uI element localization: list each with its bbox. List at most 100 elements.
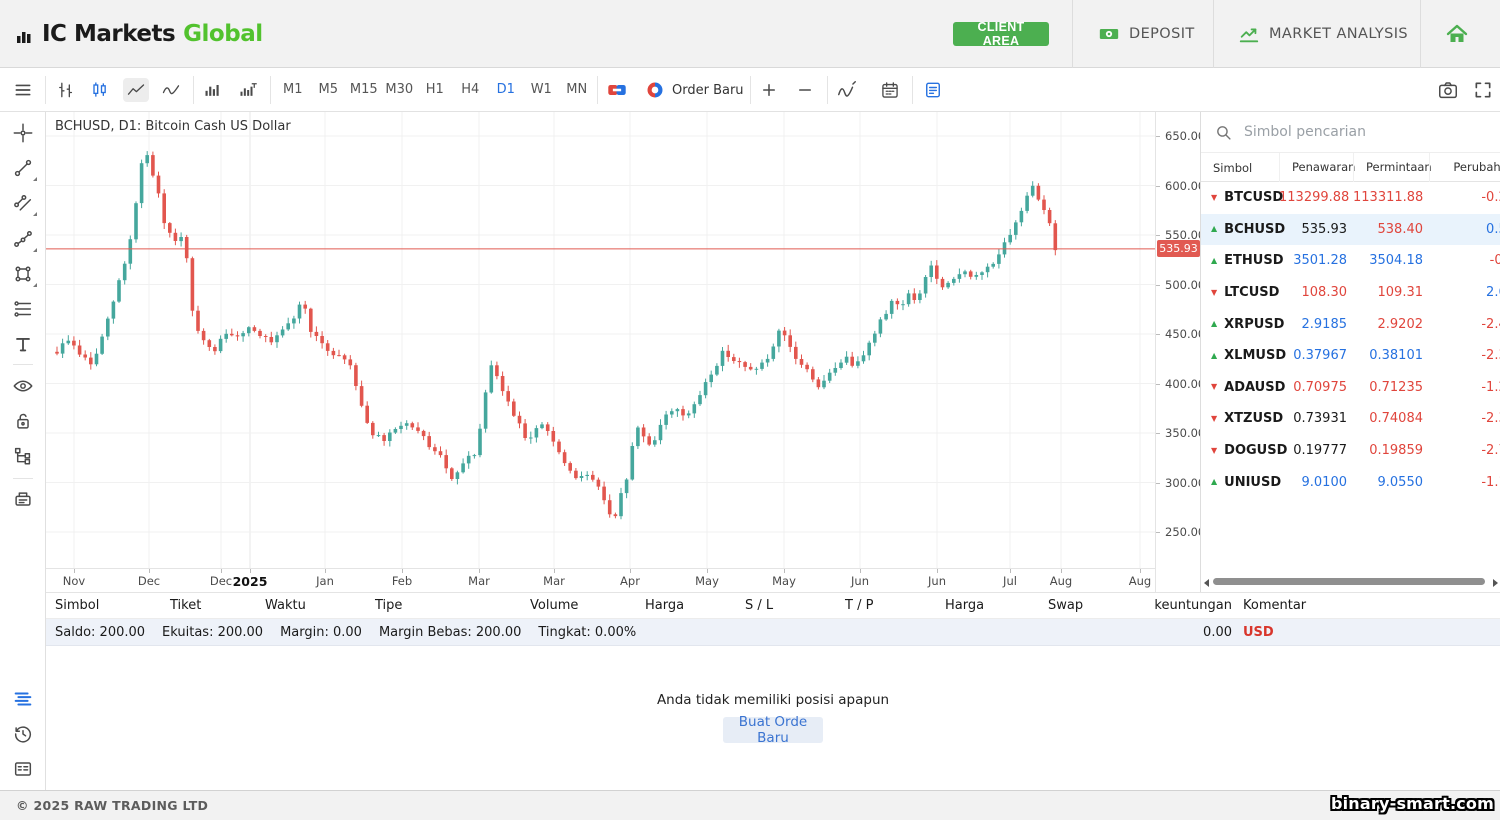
ask-value: 2.9202 (1377, 316, 1424, 332)
zoom-out-button[interactable] (792, 78, 818, 102)
watchlist-row-XLMUSD[interactable]: ▲ XLMUSD 0.37967 0.38101 -2.36 (1201, 340, 1500, 372)
timeframe-M1[interactable]: M1 (283, 82, 303, 97)
account-summary-row: Saldo: 200.00 Ekuitas: 200.00 Margin: 0.00… (46, 619, 1500, 646)
up-triangle-icon: ▲ (1211, 350, 1218, 360)
copyright-text: © 2025 RAW TRADING LTD (16, 798, 209, 813)
chart-y-axis[interactable]: 650.00 600.00 550.00 500.00 450.00 400.00 350.… (1155, 112, 1205, 592)
object-list-tool[interactable] (11, 444, 35, 468)
rail-divider (13, 364, 33, 365)
x-axis-tick (1061, 569, 1062, 573)
x-axis-label: 2025 (232, 574, 268, 589)
journal-tab-button[interactable] (11, 757, 35, 781)
calendar-button[interactable] (877, 78, 903, 102)
timeframe-M15[interactable]: M15 (349, 82, 378, 97)
tick-volume-button[interactable] (235, 78, 261, 102)
trade-tab-button[interactable] (11, 687, 35, 711)
watchlist-col-1[interactable]: Penawaran (1279, 153, 1355, 182)
shapes-tool[interactable] (11, 262, 37, 287)
summary-item-0: Saldo: 200.00 (55, 624, 146, 640)
watchlist-row-DOGUSD[interactable]: ▼ DOGUSD 0.19777 0.19859 -2.77 (1201, 435, 1500, 467)
y-axis-label: 300.00 (1165, 476, 1206, 490)
watchlist-row-XTZUSD[interactable]: ▼ XTZUSD 0.73931 0.74084 -2.33 (1201, 403, 1500, 435)
fullscreen-button[interactable] (1470, 78, 1496, 102)
channel-tool[interactable] (11, 191, 37, 216)
symbol-name: XRPUSD (1224, 316, 1285, 332)
candlestick-chart[interactable] (46, 112, 1155, 568)
search-input[interactable] (1242, 123, 1472, 141)
order-baru-label[interactable]: Order Baru (672, 83, 744, 98)
print-tool[interactable] (11, 488, 35, 512)
chart-type-bars-button[interactable] (53, 78, 79, 102)
watchlist-scrollbar[interactable] (1201, 576, 1500, 588)
volume-button[interactable] (200, 78, 226, 102)
x-axis-label: Mar (468, 574, 490, 588)
deposit-button[interactable]: DEPOSIT (1098, 0, 1195, 68)
x-axis-label: May (695, 574, 719, 588)
watchlist-col-2[interactable]: Permintaan (1353, 153, 1432, 182)
scrollbar-thumb[interactable] (1213, 578, 1485, 585)
scroll-right-arrow[interactable] (1493, 579, 1498, 587)
indicators-button[interactable] (834, 78, 860, 102)
broker-logo[interactable]: IC Markets Global (14, 18, 263, 50)
watchlist-header: Simbol PenawaranPermintaanPerubahan (1201, 153, 1500, 182)
bid-value: 535.93 (1301, 221, 1348, 237)
watchlist-col-3[interactable]: Perubahan (1429, 153, 1500, 182)
x-axis-tick (554, 569, 555, 573)
bid-value: 108.30 (1301, 285, 1348, 301)
chart-type-curve-button[interactable] (158, 78, 184, 102)
fibonacci-tool[interactable] (11, 297, 35, 321)
object-visibility-tool[interactable] (11, 374, 35, 398)
y-axis-tick (1156, 136, 1160, 137)
history-tab-button[interactable] (11, 722, 35, 746)
market-analysis-button[interactable]: MARKET ANALYSIS (1238, 0, 1408, 68)
up-triangle-icon: ▲ (1211, 255, 1218, 265)
home-button[interactable] (1445, 22, 1469, 46)
timeframe-M5[interactable]: M5 (318, 82, 339, 97)
watchlist-col-0[interactable]: Simbol (1213, 160, 1253, 175)
y-axis-label: 350.00 (1165, 426, 1206, 440)
watchlist-row-XRPUSD[interactable]: ▲ XRPUSD 2.9185 2.9202 -2.42 (1201, 308, 1500, 340)
scroll-left-arrow[interactable] (1204, 579, 1209, 587)
zoom-in-button[interactable] (756, 78, 782, 102)
watchlist-row-LTCUSD[interactable]: ▼ LTCUSD 108.30 109.31 2.65 (1201, 277, 1500, 309)
header-separator (1213, 0, 1214, 68)
chart-type-candles-button[interactable] (87, 78, 113, 102)
timeframe-H4[interactable]: H4 (461, 82, 480, 97)
crosshair-tool[interactable] (11, 121, 35, 145)
news-button[interactable] (920, 78, 946, 102)
timeframe-M30[interactable]: M30 (385, 82, 414, 97)
ask-value: 0.19859 (1369, 443, 1423, 459)
trendline-tool[interactable] (11, 156, 37, 181)
watchlist-row-UNIUSD[interactable]: ▲ UNIUSD 9.0100 9.0550 -1.17 (1201, 466, 1500, 498)
down-triangle-icon: ▼ (1211, 192, 1218, 202)
watchlist-row-ADAUSD[interactable]: ▼ ADAUSD 0.70975 0.71235 -1.29 (1201, 372, 1500, 404)
timeframe-W1[interactable]: W1 (530, 82, 552, 97)
bid-value: 0.19777 (1293, 443, 1347, 459)
timeframe-H1[interactable]: H1 (425, 82, 444, 97)
screenshot-button[interactable] (1435, 78, 1461, 102)
one-click-trading-button[interactable] (604, 78, 630, 102)
x-axis-label: Jun (851, 574, 869, 588)
watchlist-row-ETHUSD[interactable]: ▲ ETHUSD 3501.28 3504.18 -0.8 (1201, 245, 1500, 277)
timeframe-MN[interactable]: MN (566, 82, 588, 97)
up-triangle-icon: ▲ (1211, 319, 1218, 329)
y-axis-tick (1156, 532, 1160, 533)
no-positions-message: Anda tidak memiliki posisi apapun (656, 692, 890, 708)
y-axis-label: 550.00 (1165, 228, 1206, 242)
text-tool[interactable] (11, 332, 35, 356)
ask-value: 113311.88 (1353, 190, 1424, 206)
y-axis-tick (1156, 483, 1160, 484)
create-new-order-button[interactable]: Buat Orde Baru (723, 714, 823, 746)
timeframe-D1[interactable]: D1 (496, 82, 515, 97)
chart-type-line-button[interactable] (123, 78, 149, 102)
client-area-button[interactable]: CLIENT AREA (953, 20, 1049, 48)
polyline-tool[interactable] (11, 227, 37, 252)
chart-x-axis[interactable]: Nov Dec Dec 2025 Jan Feb Mar Mar Apr May May Jun Jun… (46, 568, 1155, 592)
x-axis-tick (1140, 569, 1141, 573)
y-axis-tick (1156, 235, 1160, 236)
watchlist-row-BCHUSD[interactable]: ▲ BCHUSD 535.93 538.40 0.55 (1201, 213, 1500, 246)
menu-button[interactable] (10, 78, 36, 102)
unlock-tool[interactable] (11, 409, 35, 433)
new-order-icon-button[interactable] (642, 78, 668, 102)
